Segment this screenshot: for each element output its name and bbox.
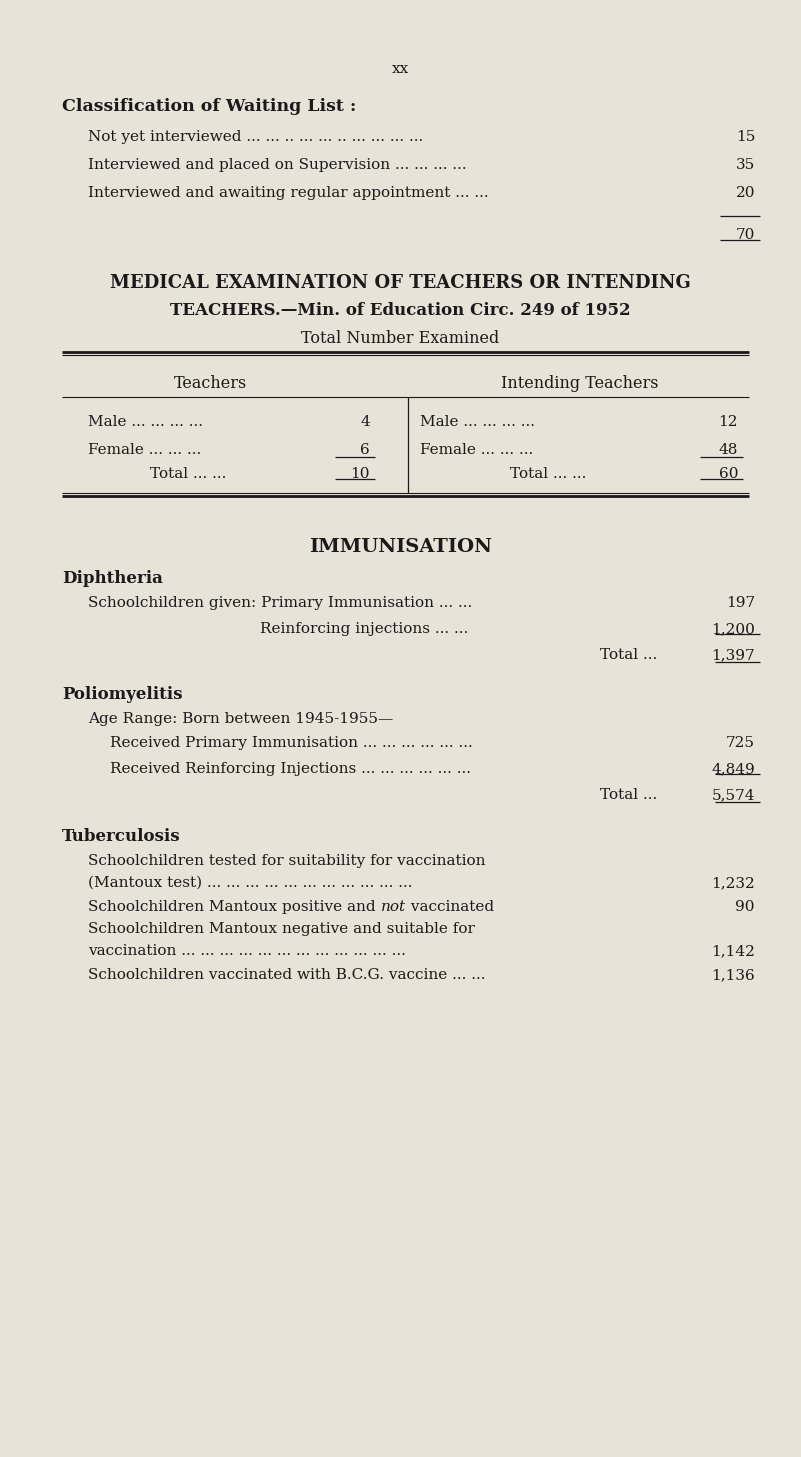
Text: Received Primary Immunisation ... ... ... ... ... ...: Received Primary Immunisation ... ... ..…: [110, 736, 473, 750]
Text: Schoolchildren tested for suitability for vaccination: Schoolchildren tested for suitability fo…: [88, 854, 485, 868]
Text: 6: 6: [360, 443, 370, 457]
Text: Male ... ... ... ...: Male ... ... ... ...: [420, 415, 535, 428]
Text: 12: 12: [718, 415, 738, 428]
Text: 15: 15: [735, 130, 755, 144]
Text: Poliomyelitis: Poliomyelitis: [62, 686, 183, 702]
Text: xx: xx: [392, 63, 409, 76]
Text: Schoolchildren Mantoux positive and: Schoolchildren Mantoux positive and: [88, 900, 380, 914]
Text: Diphtheria: Diphtheria: [62, 570, 163, 587]
Text: Total ...: Total ...: [600, 648, 658, 661]
Text: 60: 60: [718, 468, 738, 481]
Text: Classification of Waiting List :: Classification of Waiting List :: [62, 98, 356, 115]
Text: 4: 4: [360, 415, 370, 428]
Text: 20: 20: [735, 186, 755, 200]
Text: 1,200: 1,200: [711, 622, 755, 637]
Text: Male ... ... ... ...: Male ... ... ... ...: [88, 415, 203, 428]
Text: IMMUNISATION: IMMUNISATION: [309, 538, 492, 557]
Text: 1,136: 1,136: [711, 967, 755, 982]
Text: vaccination ... ... ... ... ... ... ... ... ... ... ... ...: vaccination ... ... ... ... ... ... ... …: [88, 944, 406, 959]
Text: Total ... ...: Total ... ...: [510, 468, 586, 481]
Text: Schoolchildren Mantoux negative and suitable for: Schoolchildren Mantoux negative and suit…: [88, 922, 475, 935]
Text: Teachers: Teachers: [173, 374, 247, 392]
Text: Female ... ... ...: Female ... ... ...: [88, 443, 201, 457]
Text: Tuberculosis: Tuberculosis: [62, 828, 180, 845]
Text: Age Range: Born between 1945-1955—: Age Range: Born between 1945-1955—: [88, 712, 393, 726]
Text: Received Reinforcing Injections ... ... ... ... ... ...: Received Reinforcing Injections ... ... …: [110, 762, 471, 777]
Text: 5,574: 5,574: [711, 788, 755, 801]
Text: vaccinated: vaccinated: [405, 900, 493, 914]
Text: 70: 70: [735, 227, 755, 242]
Text: Intending Teachers: Intending Teachers: [501, 374, 658, 392]
Text: 10: 10: [351, 468, 370, 481]
Text: not: not: [380, 900, 405, 914]
Text: 90: 90: [735, 900, 755, 914]
Text: Total Number Examined: Total Number Examined: [301, 329, 500, 347]
Text: (Mantoux test) ... ... ... ... ... ... ... ... ... ... ...: (Mantoux test) ... ... ... ... ... ... .…: [88, 876, 413, 890]
Text: 4,849: 4,849: [711, 762, 755, 777]
Text: 35: 35: [736, 157, 755, 172]
Text: 725: 725: [726, 736, 755, 750]
Text: Schoolchildren given: Primary Immunisation ... ...: Schoolchildren given: Primary Immunisati…: [88, 596, 473, 610]
Text: Total ...: Total ...: [600, 788, 658, 801]
Text: 1,142: 1,142: [711, 944, 755, 959]
Text: Female ... ... ...: Female ... ... ...: [420, 443, 533, 457]
Text: 1,397: 1,397: [711, 648, 755, 661]
Text: Reinforcing injections ... ...: Reinforcing injections ... ...: [260, 622, 469, 637]
Text: Interviewed and awaiting regular appointment ... ...: Interviewed and awaiting regular appoint…: [88, 186, 489, 200]
Text: 1,232: 1,232: [711, 876, 755, 890]
Text: MEDICAL EXAMINATION OF TEACHERS OR INTENDING: MEDICAL EXAMINATION OF TEACHERS OR INTEN…: [110, 274, 691, 291]
Text: 197: 197: [726, 596, 755, 610]
Text: Interviewed and placed on Supervision ... ... ... ...: Interviewed and placed on Supervision ..…: [88, 157, 467, 172]
Text: TEACHERS.—Min. of Education Circ. 249 of 1952: TEACHERS.—Min. of Education Circ. 249 of…: [170, 302, 631, 319]
Text: 48: 48: [718, 443, 738, 457]
Text: Total ... ...: Total ... ...: [150, 468, 227, 481]
Text: Not yet interviewed ... ... .. ... ... .. ... ... ... ...: Not yet interviewed ... ... .. ... ... .…: [88, 130, 423, 144]
Text: Schoolchildren vaccinated with B.C.G. vaccine ... ...: Schoolchildren vaccinated with B.C.G. va…: [88, 967, 485, 982]
